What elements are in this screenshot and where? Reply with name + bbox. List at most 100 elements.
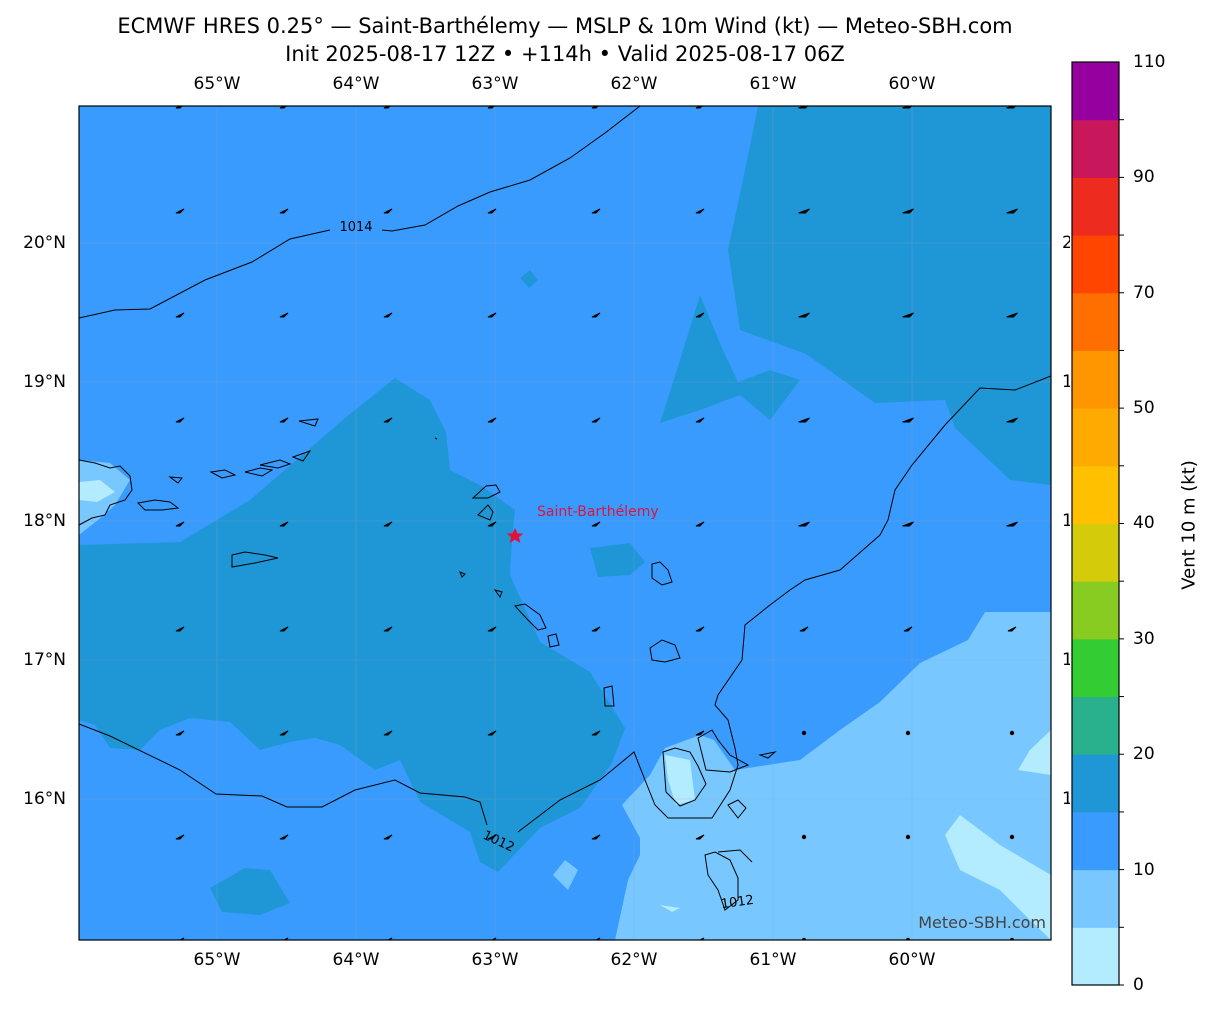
- wind-band-15-20-north: [660, 295, 800, 423]
- colorbar-tick-40: 40: [1133, 513, 1155, 533]
- wind-arrow-calm: [801, 730, 807, 736]
- wind-arrow: [591, 521, 601, 527]
- wind-band-15-20-east-cell: [590, 543, 645, 577]
- wind-arrow-calm: [1009, 834, 1015, 840]
- wind-arrow: [279, 521, 289, 527]
- wind-arrow: [175, 730, 185, 736]
- wind-arrow: [383, 521, 393, 527]
- wind-band-5-10-southeast: [615, 612, 1051, 940]
- coast-st-martin: [477, 504, 494, 521]
- wind-arrow: [902, 208, 914, 214]
- wind-arrow: [383, 834, 393, 840]
- isobars: [79, 106, 1051, 863]
- lon-tick-top-64w: 64°W: [332, 74, 380, 94]
- colorbar-band-100-110: [1072, 62, 1119, 121]
- wind-arrow: [1006, 208, 1018, 214]
- wind-arrow: [695, 208, 705, 214]
- wind-arrow: [175, 208, 185, 214]
- wind-field: 1014 1012 1012 Saint-Barthélemy Meteo-SB…: [79, 106, 1051, 940]
- wind-band-0-5-southeast: [945, 815, 1051, 940]
- coast-islet-1: [209, 469, 237, 479]
- colorbar-band-15-20: [1072, 754, 1119, 813]
- lon-tick-bottom-65w: 65°W: [193, 950, 241, 970]
- coast-islet-4: [291, 450, 312, 462]
- coast-basse-terre: [662, 747, 707, 807]
- lon-tick-top-61w: 61°W: [749, 74, 797, 94]
- wind-arrow-calm: [1009, 730, 1015, 736]
- colorbar-band-0-5: [1072, 927, 1119, 986]
- wind-arrow: [1006, 417, 1018, 423]
- wind-arrow: [695, 521, 705, 527]
- wind-arrow: [798, 417, 810, 423]
- colorbar-band-40-45: [1072, 465, 1119, 524]
- map-frame: [78, 105, 1052, 941]
- wind-arrow: [279, 834, 289, 840]
- colorbar-tick-0: 0: [1133, 975, 1144, 995]
- colorbar-tick-30: 30: [1133, 629, 1155, 649]
- wind-arrow: [798, 521, 810, 527]
- wind-arrow: [1006, 521, 1018, 527]
- wind-arrow: [383, 417, 393, 423]
- coast-desirade: [758, 751, 777, 759]
- lat-tick-right-20n: 2: [1062, 233, 1070, 253]
- wind-band-0-5-cell: [660, 905, 680, 912]
- lon-tick-bottom-61w: 61°W: [749, 950, 797, 970]
- colorbar-tick-50: 50: [1133, 398, 1155, 418]
- colorbar-tick-10: 10: [1133, 860, 1155, 880]
- wind-arrow: [487, 626, 497, 632]
- colorbar-tick-70: 70: [1133, 283, 1155, 303]
- wind-arrow: [695, 626, 705, 632]
- wind-arrows: [175, 106, 1018, 940]
- isobar-1014: [79, 106, 641, 319]
- wind-arrow: [279, 312, 289, 318]
- coast-islet-6: [168, 476, 183, 484]
- coast-montserrat: [603, 685, 615, 707]
- coast-barbuda: [651, 561, 673, 586]
- wind-arrow-calm: [905, 730, 911, 736]
- colorbar-label: Vent 10 m (kt): [1178, 460, 1200, 590]
- wind-arrow: [902, 417, 914, 423]
- colorbar-band-20-25: [1072, 696, 1119, 755]
- saint-barthelemy-label: Saint-Barthélemy: [537, 504, 659, 520]
- lon-tick-top-65w: 65°W: [193, 74, 241, 94]
- map-title: ECMWF HRES 0.25° — Saint-Barthélemy — MS…: [117, 14, 1013, 38]
- lat-tick-20n: 20°N: [23, 233, 66, 253]
- coast-islet-3: [259, 459, 292, 469]
- lon-tick-top-62w: 62°W: [610, 74, 658, 94]
- coast-mona: [136, 499, 180, 511]
- coast-hispaniola: [79, 459, 133, 526]
- isobar-label-1014: 1014: [339, 220, 372, 235]
- wind-arrow: [591, 417, 601, 423]
- wind-arrow: [175, 417, 185, 423]
- wind-arrow: [383, 208, 393, 214]
- wind-arrow: [383, 312, 393, 318]
- wind-arrow: [487, 312, 497, 318]
- lon-tick-bottom-63w: 63°W: [471, 950, 519, 970]
- wind-arrow: [175, 626, 185, 632]
- coast-st-croix: [231, 551, 279, 568]
- lon-tick-top-63w: 63°W: [471, 74, 519, 94]
- wind-arrow: [487, 834, 497, 840]
- wind-band-15-20-cell: [520, 270, 538, 288]
- wind-arrow: [798, 208, 810, 214]
- wind-arrow: [487, 417, 497, 423]
- lat-tick-18n: 18°N: [23, 511, 66, 531]
- map-subtitle: Init 2025-08-17 12Z • +114h • Valid 2025…: [285, 42, 845, 66]
- coast-sombrero: [434, 437, 438, 440]
- coast-dominica: [704, 851, 739, 911]
- coastlines: [79, 418, 777, 911]
- coast-statia: [493, 589, 503, 599]
- wind-arrow: [591, 626, 601, 632]
- wind-arrow: [902, 312, 914, 318]
- wind-arrow: [695, 417, 705, 423]
- wind-arrow: [1006, 312, 1018, 318]
- isobar-1012-south: [717, 849, 753, 863]
- colorbar-tick-20: 20: [1133, 744, 1155, 764]
- wind-arrow: [591, 312, 601, 318]
- lat-tick-16n: 16°N: [23, 789, 66, 809]
- lon-tick-bottom-60w: 60°W: [888, 950, 936, 970]
- lat-tick-right-16n: 1: [1062, 789, 1070, 809]
- colorbar-band-25-30: [1072, 638, 1119, 698]
- saint-barthelemy-marker: [506, 528, 524, 543]
